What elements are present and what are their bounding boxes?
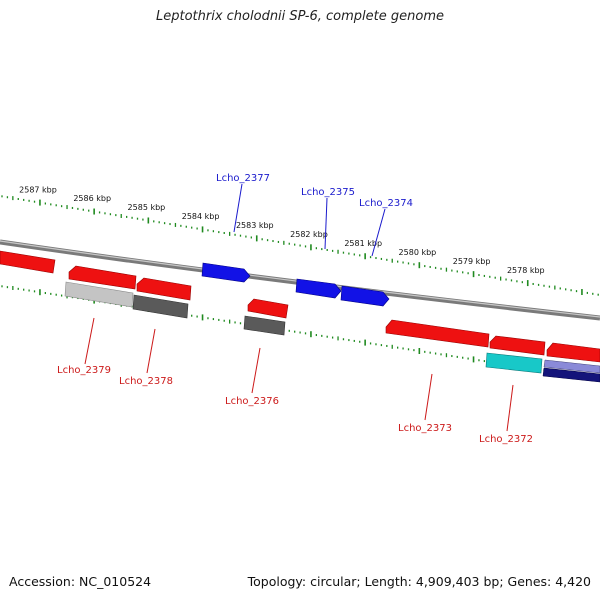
gene-label-Lcho_2377[interactable]: Lcho_2377 — [216, 173, 270, 184]
gene-label-Lcho_2375[interactable]: Lcho_2375 — [301, 187, 355, 198]
gene-labels: Lcho_2377 Lcho_2375 Lcho_2374 Lcho_2379 … — [57, 173, 533, 445]
gene-label-Lcho_2376[interactable]: Lcho_2376 — [225, 396, 279, 407]
kbp-label: 2579 kbp — [453, 257, 491, 266]
gene-arrow-Lcho_2375[interactable] — [295, 278, 342, 299]
gene-label-Lcho_2374[interactable]: Lcho_2374 — [359, 198, 413, 209]
gene-arrow-Lcho_2378[interactable] — [136, 277, 192, 301]
feature-arrow-lavender[interactable] — [543, 359, 600, 374]
kbp-label: 2581 kbp — [344, 239, 382, 248]
gene-label-Lcho_2379[interactable]: Lcho_2379 — [57, 365, 111, 376]
gene-label-Lcho_2378[interactable]: Lcho_2378 — [119, 376, 173, 387]
gene-arrow-reverse-edge-left[interactable] — [0, 250, 56, 274]
leader-line-Lcho_2374 — [371, 208, 386, 257]
kbp-labels: 2587 kbp 2586 kbp 2585 kbp 2584 kbp 2583 kbp… — [19, 185, 545, 274]
kbp-label: 2582 kbp — [290, 230, 328, 239]
kbp-label: 2586 kbp — [73, 194, 111, 203]
gene-arrow-Lcho_2372[interactable] — [489, 335, 546, 356]
pseudogene-arrow-dark[interactable] — [132, 294, 189, 319]
footer-topology-info: Topology: circular; Length: 4,909,403 bp… — [247, 574, 591, 589]
kbp-label: 2583 kbp — [236, 221, 274, 230]
gene-features — [0, 250, 600, 383]
kbp-label: 2580 kbp — [399, 248, 437, 257]
leader-line-Lcho_2373 — [424, 373, 433, 421]
gene-arrow-Lcho_2373[interactable] — [385, 319, 490, 348]
gene-label-Lcho_2373[interactable]: Lcho_2373 — [398, 423, 452, 434]
gene-arrow-Lcho_2376[interactable] — [247, 298, 289, 319]
kbp-label: 2585 kbp — [128, 203, 166, 212]
gene-label-Lcho_2372[interactable]: Lcho_2372 — [479, 434, 533, 445]
gene-arrow-Lcho_2374[interactable] — [340, 285, 390, 307]
footer-accession: Accession: NC_010524 — [9, 574, 152, 589]
leader-line-Lcho_2379 — [84, 317, 95, 365]
pseudogene-arrow-Lcho_2376-dark[interactable] — [243, 315, 286, 336]
gene-label-leaders — [84, 183, 514, 432]
genome-title: Leptothrix cholodnii SP-6, complete geno… — [156, 9, 444, 24]
gene-arrow-Lcho_2379[interactable] — [68, 265, 137, 290]
genome-backbone-highlight — [0, 240, 600, 318]
gene-arrow-Lcho_2377[interactable] — [201, 262, 251, 283]
leader-line-Lcho_2378 — [146, 328, 156, 374]
feature-arrow-cyan[interactable] — [485, 352, 543, 374]
leader-line-Lcho_2376 — [251, 347, 261, 394]
kbp-label: 2587 kbp — [19, 185, 57, 194]
leader-line-Lcho_2372 — [506, 384, 514, 432]
kbp-label: 2578 kbp — [507, 266, 545, 275]
pseudogene-arrow-light[interactable] — [64, 281, 134, 308]
gene-arrow-reverse-edge-right[interactable] — [546, 342, 600, 363]
kbp-label: 2584 kbp — [182, 212, 220, 221]
genome-backbone — [0, 239, 600, 321]
leader-line-Lcho_2375 — [324, 197, 328, 250]
leader-line-Lcho_2377 — [233, 183, 243, 233]
feature-arrow-navy[interactable] — [542, 367, 600, 383]
scale-outer-ticks — [1, 195, 599, 296]
